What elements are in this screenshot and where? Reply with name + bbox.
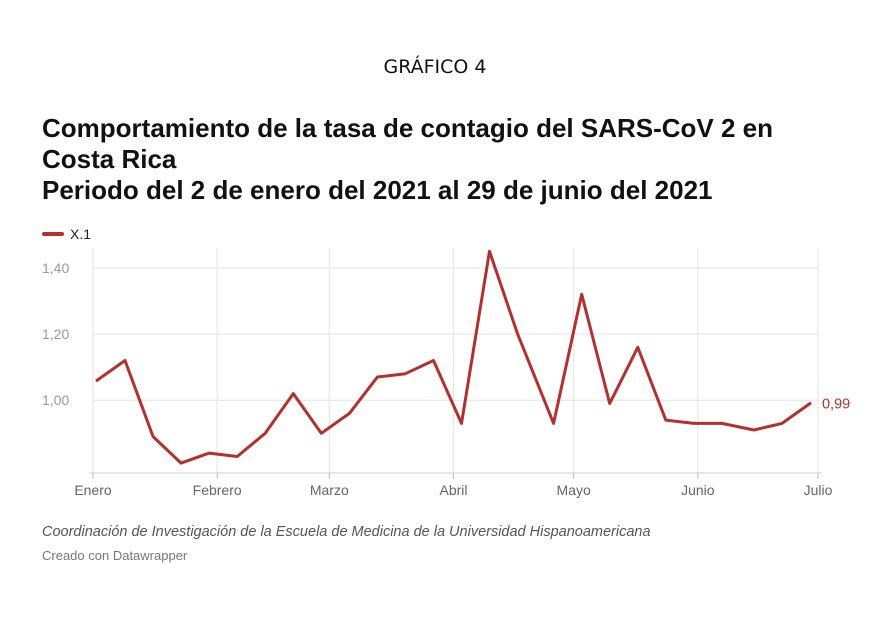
data-point: [516, 333, 519, 336]
end-value-label: 0,99: [822, 397, 850, 413]
series-line: [95, 249, 812, 465]
chart-kicker: GRÁFICO 4: [383, 56, 487, 78]
line-chart: 1,00 1,20 1,40 Enero Febrero Marzo Abril Mayo Ju…: [42, 248, 850, 498]
title-line-2: Costa Rica: [42, 144, 177, 174]
x-tick-label: Febrero: [193, 482, 242, 498]
data-point: [432, 359, 435, 362]
data-point: [264, 432, 267, 435]
data-point: [124, 359, 127, 362]
data-point: [780, 422, 783, 425]
x-tick-label: Julio: [804, 482, 833, 498]
chart-title: Comportamiento de la tasa de contagio de…: [42, 113, 862, 206]
data-point: [152, 435, 155, 438]
x-tick-label: Enero: [74, 482, 112, 498]
data-point: [580, 293, 583, 296]
data-point: [808, 402, 811, 405]
title-line-1: Comportamiento de la tasa de contagio de…: [42, 113, 774, 143]
data-point: [348, 412, 351, 415]
x-tick-label: Marzo: [310, 482, 349, 498]
data-point: [404, 372, 407, 375]
legend-swatch: [42, 232, 64, 236]
data-point: [236, 455, 239, 458]
chart-legend: X.1: [42, 226, 91, 242]
y-tick-label: 1,20: [42, 326, 69, 342]
data-point: [180, 462, 183, 465]
data-point: [96, 379, 99, 382]
data-point: [692, 422, 695, 425]
data-point: [320, 432, 323, 435]
data-point: [636, 346, 639, 349]
data-point: [720, 422, 723, 425]
x-tick-label: Junio: [681, 482, 715, 498]
data-point: [752, 428, 755, 431]
x-tick-label: Abril: [439, 482, 467, 498]
x-tick-label: Mayo: [557, 482, 591, 498]
y-tick-label: 1,00: [42, 392, 69, 408]
data-point: [292, 392, 295, 395]
y-tick-label: 1,40: [42, 260, 69, 276]
data-point: [664, 419, 667, 422]
title-line-3: Periodo del 2 de enero del 2021 al 29 de…: [42, 175, 713, 205]
data-point: [488, 250, 491, 253]
data-point: [376, 376, 379, 379]
data-point: [208, 452, 211, 455]
chart-notes: Coordinación de Investigación de la Escu…: [42, 524, 651, 540]
data-point: [552, 422, 555, 425]
legend-label: X.1: [70, 226, 92, 242]
data-point: [460, 422, 463, 425]
chart-credit: Creado con Datawrapper: [42, 548, 188, 563]
data-point: [608, 402, 611, 405]
